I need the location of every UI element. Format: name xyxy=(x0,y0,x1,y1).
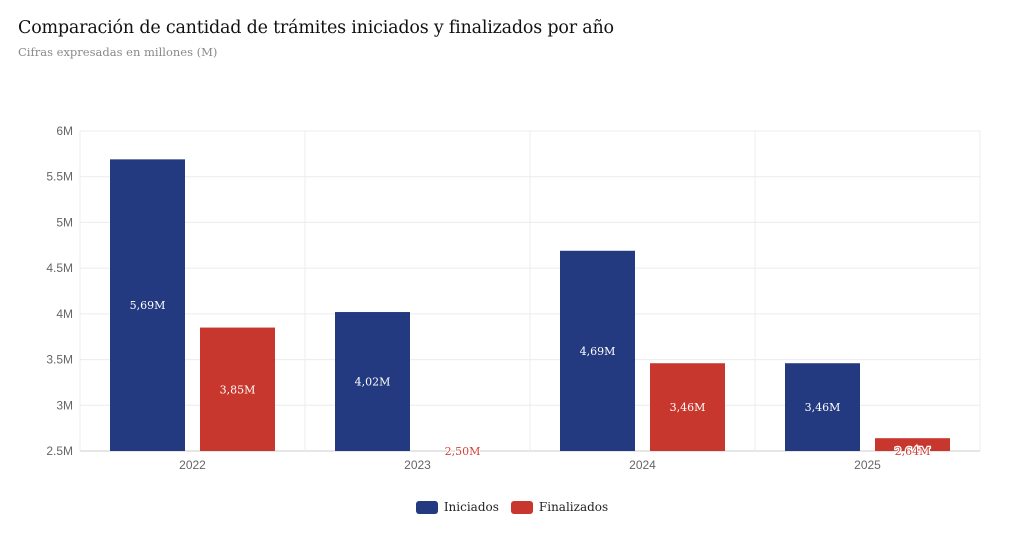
bar-iniciados xyxy=(560,250,635,451)
data-label: 2,64M xyxy=(895,445,931,458)
bar-iniciados xyxy=(785,363,860,451)
y-tick-label: 3M xyxy=(56,398,73,412)
data-label: 4,69M xyxy=(580,345,616,358)
chart-title: Comparación de cantidad de trámites inic… xyxy=(18,18,614,38)
y-tick-label: 5.5M xyxy=(46,170,73,184)
bar-iniciados xyxy=(335,312,410,451)
data-label: 4,02M xyxy=(355,376,391,389)
x-tick-label: 2024 xyxy=(629,458,656,472)
bar-iniciados xyxy=(110,159,185,452)
legend-swatch-finalizados xyxy=(510,500,533,514)
y-tick-label: 2.5M xyxy=(46,444,73,458)
data-label: 3,46M xyxy=(670,401,706,414)
y-tick-label: 4.5M xyxy=(46,261,73,275)
x-tick-label: 2025 xyxy=(854,458,881,472)
y-tick-label: 3.5M xyxy=(46,353,73,367)
y-tick-label: 4M xyxy=(56,307,73,321)
data-label: 2,50M xyxy=(445,445,481,458)
legend-label: Finalizados xyxy=(538,500,609,514)
y-tick-label: 5M xyxy=(56,215,73,229)
chart-subtitle: Cifras expresadas en millones (M) xyxy=(18,45,218,59)
legend-item-iniciados[interactable]: Iniciados xyxy=(415,500,499,514)
bar-finalizados xyxy=(200,327,275,451)
y-tick-label: 6M xyxy=(56,124,73,138)
x-tick-label: 2022 xyxy=(179,458,206,472)
legend-item-finalizados[interactable]: Finalizados xyxy=(510,500,609,514)
legend: Iniciados Finalizados xyxy=(0,500,1024,514)
bar-finalizados xyxy=(875,438,950,451)
bar-finalizados xyxy=(650,363,725,451)
data-label: 3,85M xyxy=(220,383,256,396)
data-label: 3,46M xyxy=(805,401,841,414)
data-label: 5,69M xyxy=(130,299,166,312)
x-tick-label: 2023 xyxy=(404,458,431,472)
legend-label: Iniciados xyxy=(443,500,499,514)
legend-swatch-iniciados xyxy=(415,500,438,514)
